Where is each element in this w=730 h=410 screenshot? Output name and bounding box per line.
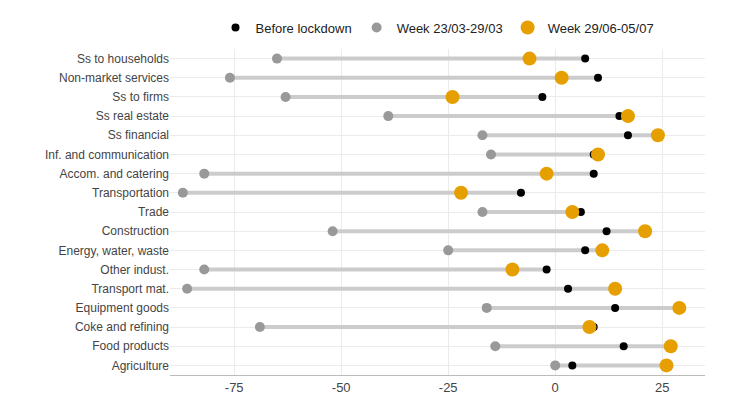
svg-text:Trade: Trade [138, 205, 169, 219]
svg-text:Ss to firms: Ss to firms [112, 90, 169, 104]
svg-text:-50: -50 [332, 380, 351, 395]
svg-text:Before lockdown: Before lockdown [256, 21, 352, 36]
svg-text:Week 23/03-29/03: Week 23/03-29/03 [397, 21, 503, 36]
svg-text:-75: -75 [225, 380, 244, 395]
svg-text:Transport mat.: Transport mat. [91, 282, 169, 296]
svg-text:Equipment goods: Equipment goods [76, 301, 169, 315]
svg-text:Accom. and catering: Accom. and catering [60, 167, 169, 181]
svg-text:Food products: Food products [92, 339, 169, 353]
svg-text:0: 0 [552, 380, 559, 395]
svg-text:Inf. and communication: Inf. and communication [45, 148, 169, 162]
svg-text:Ss financial: Ss financial [108, 128, 169, 142]
svg-text:Ss real estate: Ss real estate [96, 109, 170, 123]
svg-text:Non-market services: Non-market services [59, 71, 169, 85]
svg-text:Ss to households: Ss to households [77, 52, 169, 66]
svg-text:Agriculture: Agriculture [112, 359, 170, 373]
svg-text:Week 29/06-05/07: Week 29/06-05/07 [548, 21, 654, 36]
svg-text:-25: -25 [439, 380, 458, 395]
svg-text:Energy, water, waste: Energy, water, waste [59, 244, 170, 258]
svg-text:Transportation: Transportation [92, 186, 169, 200]
svg-text:Construction: Construction [102, 224, 169, 238]
svg-text:Coke and refining: Coke and refining [75, 320, 169, 334]
svg-text:25: 25 [655, 380, 669, 395]
svg-text:Other indust.: Other indust. [100, 263, 169, 277]
